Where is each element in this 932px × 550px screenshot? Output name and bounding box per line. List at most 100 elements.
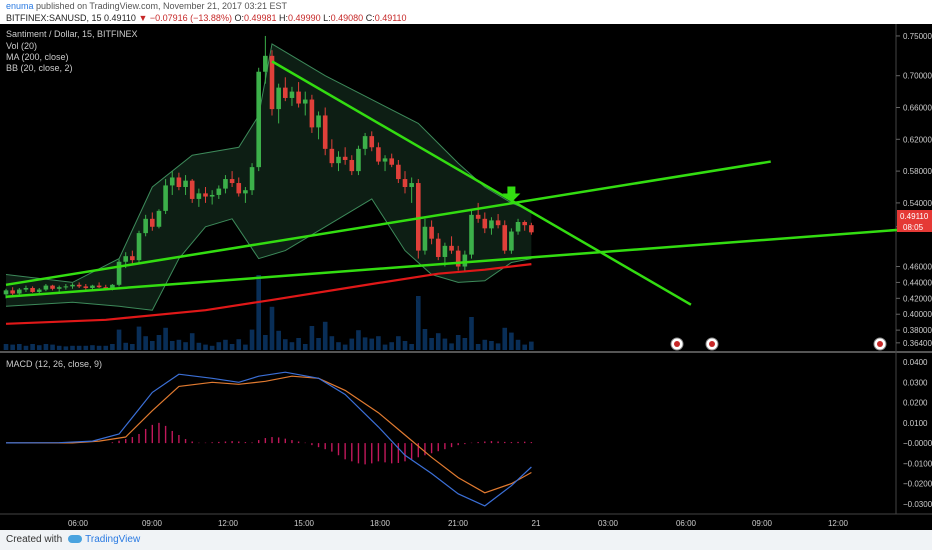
volume-bar xyxy=(402,341,408,350)
candle xyxy=(462,254,468,267)
volume-bar xyxy=(150,341,155,350)
last-price: 0.49110 xyxy=(104,13,136,23)
event-badge-icon[interactable] xyxy=(873,337,887,351)
candle xyxy=(223,179,228,189)
volume-bar xyxy=(23,345,29,350)
candle xyxy=(416,183,421,251)
candle xyxy=(23,287,29,290)
price-tick-label: 0.58000 xyxy=(903,167,932,176)
symbol-bar: BITFINEX:SANUSD, 15 0.49110 ▼ −0.07916 (… xyxy=(0,12,932,24)
candle xyxy=(3,290,9,295)
candle xyxy=(402,179,408,188)
candle xyxy=(96,285,102,288)
candle xyxy=(130,256,135,261)
volume-bar xyxy=(515,339,521,350)
time-tick-label: 09:00 xyxy=(752,519,773,528)
volume-bar xyxy=(283,339,288,350)
volume-bar xyxy=(495,343,501,350)
candle xyxy=(475,214,481,219)
volume-bar xyxy=(90,345,95,350)
volume-bar xyxy=(10,344,15,350)
main-pane[interactable] xyxy=(3,35,932,350)
volume-bar xyxy=(110,344,115,350)
candle xyxy=(495,220,501,226)
ma200-line xyxy=(5,263,532,325)
volume-bar xyxy=(196,342,202,350)
time-tick-label: 21 xyxy=(532,519,541,528)
candle xyxy=(76,284,82,287)
macd-pane[interactable] xyxy=(5,371,533,507)
candle xyxy=(176,177,182,188)
candle xyxy=(116,261,122,285)
time-tick-label: 15:00 xyxy=(294,519,315,528)
tradingview-link[interactable]: TradingView xyxy=(85,534,141,545)
time-tick-label: 09:00 xyxy=(142,519,163,528)
volume-bar xyxy=(236,339,242,350)
candle xyxy=(529,225,534,233)
volume-bar xyxy=(209,345,215,350)
volume-bar xyxy=(143,336,148,350)
ma-legend[interactable]: MA (200, close) xyxy=(6,52,69,62)
volume-bar xyxy=(382,344,388,350)
footer-created: Created with xyxy=(6,534,63,545)
macd-legend[interactable]: MACD (12, 26, close, 9) xyxy=(6,359,102,369)
trendline xyxy=(5,160,771,287)
candle xyxy=(389,158,394,165)
bb-legend[interactable]: BB (20, close, 2) xyxy=(6,63,73,73)
chart-title: Santiment / Dollar, 15, BITFINEX xyxy=(6,29,138,39)
volume-bar xyxy=(369,338,375,350)
candle xyxy=(515,221,521,232)
candle xyxy=(269,55,275,110)
volume-bar xyxy=(396,336,401,350)
volume-bar xyxy=(96,345,102,350)
volume-bar xyxy=(336,342,341,350)
volume-bar xyxy=(263,335,268,350)
candle xyxy=(56,287,62,289)
price-tick-label: 0.46000 xyxy=(903,263,932,272)
price-tick-label: 0.36400 xyxy=(903,339,932,348)
volume-bar xyxy=(302,344,308,350)
candle xyxy=(322,115,328,149)
candle xyxy=(63,286,69,288)
candle xyxy=(236,183,242,194)
tradingview-logo-icon xyxy=(68,535,83,544)
price-tick-label: 0.44000 xyxy=(903,278,932,287)
candle xyxy=(409,183,414,188)
volume-bar xyxy=(509,332,514,350)
vol-legend[interactable]: Vol (20) xyxy=(6,41,37,51)
volume-bar xyxy=(216,342,222,350)
chart-area[interactable]: 0.75000 0.70000 0.66000 0.62000 0.58000 0.540… xyxy=(0,24,932,530)
price-tick-label: 0.62000 xyxy=(903,135,932,144)
volume-bar xyxy=(489,341,494,350)
candle xyxy=(156,210,162,227)
volume-bar xyxy=(449,343,454,350)
candle xyxy=(36,289,42,292)
macd-line xyxy=(5,371,532,507)
price-tick-label: 0.38000 xyxy=(903,326,932,335)
chart-background xyxy=(0,24,932,530)
event-badge-icon[interactable] xyxy=(670,337,684,351)
candle xyxy=(229,179,235,184)
candle xyxy=(362,136,368,149)
author-link[interactable]: enuma xyxy=(6,1,34,11)
volume-bar xyxy=(163,327,168,350)
candle xyxy=(342,156,348,160)
event-badge-icon[interactable] xyxy=(705,337,719,351)
low-value: 0.49080 xyxy=(330,13,364,23)
volume-bar xyxy=(169,341,175,350)
volume-bar xyxy=(322,321,328,350)
open-label: O: xyxy=(234,13,244,23)
candle xyxy=(183,180,188,188)
volume-bar xyxy=(469,317,474,350)
candle xyxy=(316,115,321,128)
volume-bar xyxy=(482,339,488,350)
macd-tick-label: 0.0300 xyxy=(903,378,928,387)
open-value: 0.49981 xyxy=(243,13,277,23)
volume-bar xyxy=(269,306,275,350)
volume-bar xyxy=(63,346,69,350)
candle xyxy=(396,164,401,180)
down-triangle-icon: ▼ xyxy=(138,13,148,23)
candle xyxy=(482,218,488,229)
candle xyxy=(489,220,494,229)
candle xyxy=(382,158,388,162)
